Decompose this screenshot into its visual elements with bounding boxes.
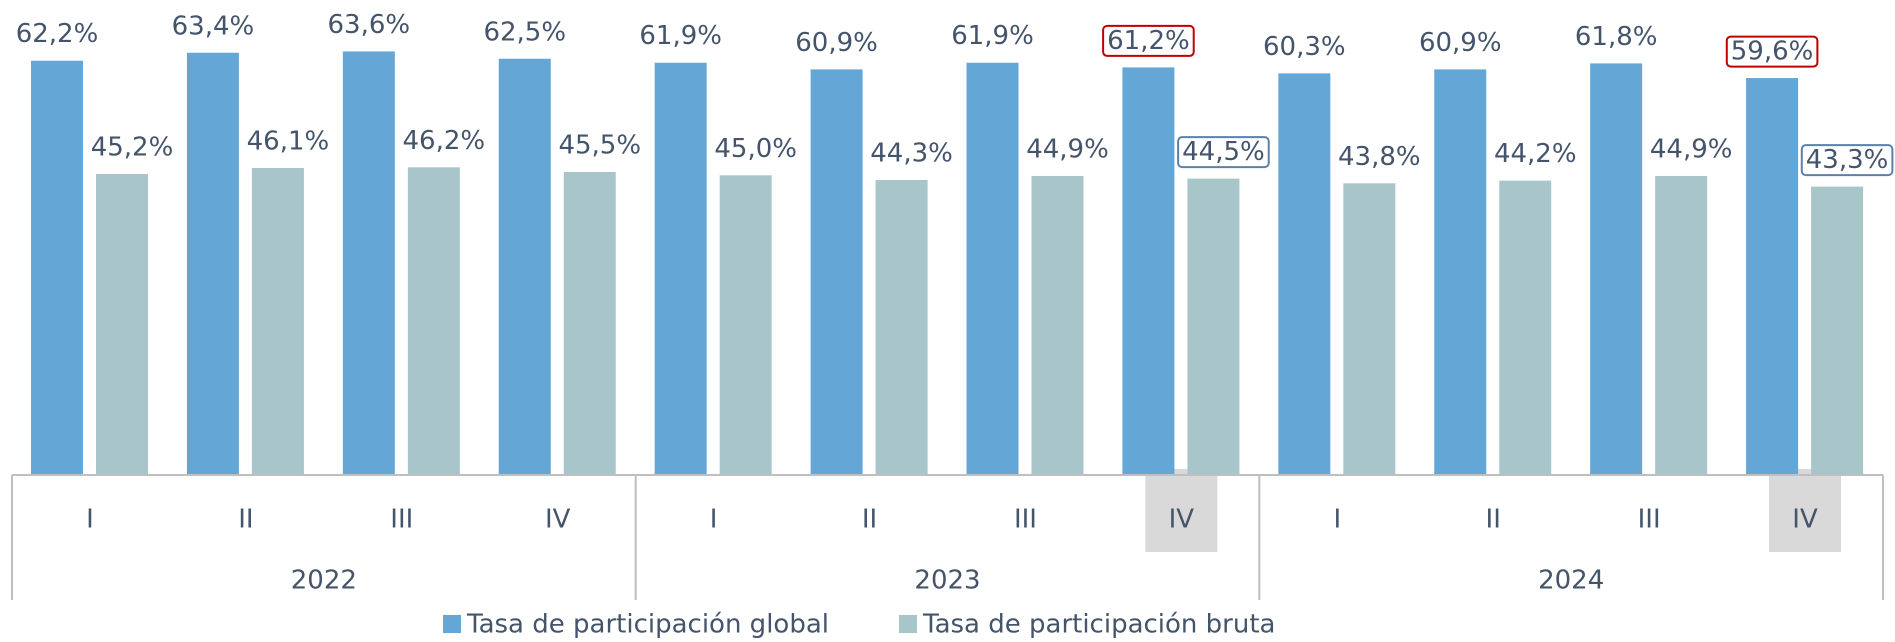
data-label: 63,4% (172, 11, 255, 41)
x-tick-label: I (1333, 505, 1341, 535)
x-tick-label: II (1486, 505, 1501, 535)
tick-highlight (1145, 469, 1218, 552)
data-label: 44,5% (1182, 137, 1265, 167)
bar (251, 167, 304, 475)
data-label: 60,3% (1263, 32, 1346, 62)
data-label: 62,2% (16, 19, 99, 49)
data-label: 59,6% (1731, 37, 1814, 67)
tick-highlight (1769, 469, 1842, 552)
data-label: 60,9% (795, 28, 878, 58)
data-label: 46,1% (247, 126, 330, 156)
x-tick-label: IV (1169, 505, 1195, 535)
bar (498, 58, 551, 475)
data-label: 44,9% (1026, 134, 1109, 164)
data-label: 45,2% (91, 132, 174, 162)
data-label: 44,2% (1494, 139, 1577, 169)
bar (1746, 78, 1799, 476)
bar (1590, 63, 1643, 476)
bar (1499, 180, 1552, 476)
data-label: 45,5% (558, 130, 641, 160)
x-tick-label: IV (1792, 505, 1818, 535)
x-tick-label: III (1638, 505, 1661, 535)
bar (1655, 175, 1708, 475)
data-label: 43,3% (1806, 145, 1889, 175)
bar (1187, 178, 1240, 475)
bar (407, 167, 460, 476)
label-box (1725, 35, 1819, 68)
bar (186, 52, 239, 475)
legend-label: Tasa de participación global (466, 610, 829, 640)
bar (719, 175, 772, 476)
legend-label: Tasa de participación bruta (922, 610, 1276, 640)
bar (1811, 186, 1864, 475)
bar (31, 60, 83, 476)
bar (1031, 175, 1084, 475)
bar (342, 51, 395, 475)
bar (1122, 67, 1175, 476)
x-tick-label: II (238, 505, 253, 535)
x-tick-label: IV (545, 505, 571, 535)
data-label: 61,2% (1107, 26, 1190, 56)
bar (1343, 183, 1396, 476)
label-box (1177, 136, 1270, 169)
x-tick-label: I (710, 505, 718, 535)
legend-swatch (443, 615, 461, 633)
bar (96, 173, 148, 475)
x-tick-label: II (862, 505, 877, 535)
data-label: 63,6% (328, 10, 411, 40)
bar (810, 69, 863, 475)
group-label: 2024 (1538, 566, 1604, 596)
data-label: 44,3% (870, 138, 953, 168)
data-label: 44,9% (1650, 134, 1733, 164)
data-label: 61,9% (639, 21, 722, 51)
data-label: 43,8% (1338, 142, 1421, 172)
bar (654, 62, 707, 475)
bar (966, 62, 1019, 475)
x-tick-label: III (390, 505, 413, 535)
x-tick-label: III (1014, 505, 1037, 535)
label-box (1102, 24, 1195, 57)
bar (1278, 73, 1331, 475)
data-label: 62,5% (483, 17, 566, 47)
group-label: 2022 (291, 566, 357, 596)
legend-swatch (898, 615, 917, 633)
data-label: 61,9% (951, 21, 1034, 51)
bar (875, 179, 928, 475)
group-label: 2023 (914, 566, 980, 596)
label-box (1800, 144, 1894, 177)
data-label: 61,8% (1575, 22, 1658, 52)
data-label: 45,0% (714, 134, 797, 164)
bar (563, 171, 616, 475)
data-label: 46,2% (403, 126, 486, 156)
data-label: 60,9% (1419, 28, 1502, 58)
x-tick-label: I (86, 505, 94, 535)
bar (1434, 69, 1487, 475)
